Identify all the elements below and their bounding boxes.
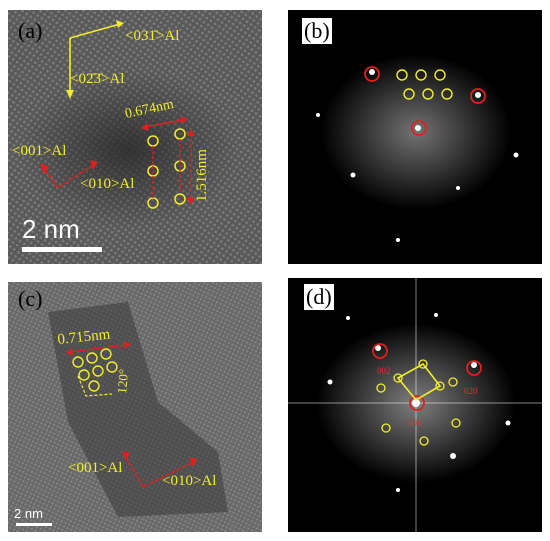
- label-dir-031: <031̄>Al: [125, 28, 179, 44]
- panel-d-fft-image: 002 020 000 (d): [288, 278, 542, 532]
- panel-a-hrtem-image: <031̄>Al <02̄3̄>Al 0.674nm 1.516nm <001>…: [8, 10, 262, 264]
- index-020: 020: [464, 386, 478, 396]
- panel-label-c: (c): [18, 286, 43, 311]
- panel-d-svg: 002 020 000: [288, 278, 542, 532]
- scale-bar-c: [16, 523, 52, 526]
- label-dir-001-c: <001>Al: [68, 460, 122, 476]
- panel-label-d: (d): [304, 284, 334, 310]
- index-000: 000: [408, 418, 422, 428]
- label-dir-023: <02̄3̄>Al: [70, 71, 124, 87]
- panel-label-b: (b): [302, 18, 332, 44]
- panel-label-a: (a): [18, 18, 43, 43]
- label-dir-001: <001>Al: [12, 143, 66, 159]
- panel-b-svg: [316, 54, 519, 242]
- scale-bar-a-label: 2 nm: [22, 214, 80, 244]
- panel-b-fft-image: (b): [288, 10, 542, 264]
- panel-c-svg: 0.715nm 120° <001>Al <010>Al 2 nm: [8, 282, 262, 532]
- scale-bar-a: [22, 247, 102, 252]
- index-002: 002: [377, 366, 391, 376]
- panel-c-hrtem-image: 0.715nm 120° <001>Al <010>Al 2 nm (c): [8, 282, 262, 532]
- label-spacing-0715: 0.715nm: [57, 326, 112, 347]
- label-angle-120: 120°: [114, 368, 131, 394]
- label-spacing-1516: 1.516nm: [194, 149, 210, 202]
- panel-a-svg: <031̄>Al <02̄3̄>Al 0.674nm 1.516nm <001>…: [8, 10, 262, 264]
- scale-bar-c-label: 2 nm: [14, 506, 43, 521]
- label-dir-010-c: <010>Al: [162, 473, 216, 489]
- label-dir-010: <010>Al: [80, 176, 134, 192]
